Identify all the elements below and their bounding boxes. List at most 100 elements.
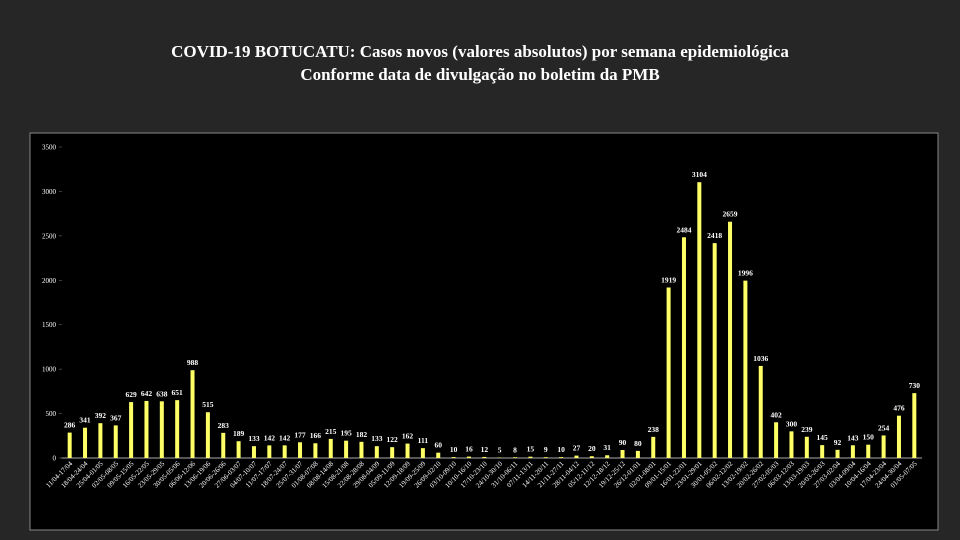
- value-label: 283: [218, 421, 230, 430]
- bar: [390, 447, 395, 458]
- value-label: 10: [450, 445, 458, 454]
- bar: [896, 415, 901, 458]
- bar: [651, 436, 656, 458]
- bar: [666, 287, 671, 458]
- y-tick-label: 1000: [42, 366, 57, 374]
- y-tick-label: 0: [53, 455, 57, 463]
- value-label: 16: [465, 445, 473, 454]
- bar: [482, 456, 487, 458]
- bar: [159, 401, 164, 458]
- value-label: 638: [156, 389, 168, 398]
- value-label: 651: [172, 388, 184, 397]
- bar: [282, 445, 287, 458]
- bar: [589, 456, 594, 458]
- bar: [190, 370, 195, 458]
- value-label: 166: [310, 431, 322, 440]
- chart-title: COVID-19 BOTUCATU: Casos novos (valores …: [171, 42, 789, 61]
- bar: [605, 455, 610, 458]
- bar: [866, 444, 871, 458]
- bar: [251, 446, 256, 458]
- bar: [528, 456, 533, 458]
- bar: [835, 449, 840, 458]
- value-label: 90: [619, 438, 627, 447]
- value-label: 1036: [753, 354, 768, 363]
- bar: [298, 442, 303, 458]
- bar: [697, 182, 702, 458]
- value-label: 177: [294, 430, 306, 439]
- bar: [635, 450, 640, 458]
- y-tick-label: 3500: [42, 144, 57, 152]
- value-label: 215: [325, 427, 337, 436]
- bar: [113, 425, 118, 458]
- bar: [205, 412, 210, 458]
- y-tick-label: 500: [46, 410, 57, 418]
- value-label: 10: [557, 445, 565, 454]
- bar: [620, 450, 625, 458]
- value-label: 300: [786, 419, 798, 428]
- value-label: 143: [847, 433, 859, 442]
- value-label: 1919: [661, 275, 676, 284]
- value-label: 2418: [707, 231, 722, 240]
- value-label: 629: [125, 390, 137, 399]
- value-label: 133: [371, 434, 383, 443]
- value-label: 286: [64, 421, 76, 430]
- value-label: 642: [141, 389, 153, 398]
- bar: [328, 438, 333, 458]
- bar: [543, 457, 548, 458]
- bar: [574, 455, 579, 458]
- bar: [712, 243, 717, 458]
- bar: [466, 456, 471, 458]
- bar: [451, 457, 456, 458]
- bar: [359, 441, 364, 458]
- value-label: 254: [878, 423, 890, 432]
- value-label: 392: [95, 411, 107, 420]
- bar: [758, 365, 763, 458]
- value-label: 80: [634, 439, 642, 448]
- value-label: 238: [648, 425, 660, 434]
- value-label: 2484: [676, 225, 691, 234]
- value-label: 60: [435, 441, 443, 450]
- bar: [374, 446, 379, 458]
- bar: [67, 432, 72, 458]
- bar: [267, 445, 272, 458]
- plot-panel: [29, 132, 939, 531]
- value-label: 1996: [738, 269, 753, 278]
- value-label: 20: [588, 444, 596, 453]
- value-label: 402: [770, 410, 782, 419]
- bar: [420, 448, 425, 458]
- bar: [681, 237, 686, 458]
- bar: [743, 280, 748, 458]
- bar: [129, 402, 134, 458]
- value-label: 27: [573, 444, 581, 453]
- value-label: 142: [279, 433, 291, 442]
- y-tick-label: 2000: [42, 277, 57, 285]
- value-label: 182: [356, 430, 368, 439]
- value-label: 239: [801, 425, 813, 434]
- bar: [789, 431, 794, 458]
- value-label: 988: [187, 358, 199, 367]
- value-label: 367: [110, 413, 122, 422]
- bar: [728, 221, 733, 458]
- bar: [513, 457, 518, 458]
- value-label: 476: [893, 404, 905, 413]
- bar: [804, 436, 809, 458]
- value-label: 2659: [723, 210, 738, 219]
- y-tick-label: 2500: [42, 232, 57, 240]
- value-label: 9: [544, 445, 548, 454]
- bar: [344, 440, 349, 458]
- bar: [236, 441, 241, 458]
- value-label: 3104: [692, 170, 707, 179]
- value-label: 142: [264, 433, 276, 442]
- bar: [559, 457, 564, 458]
- bar: [221, 432, 226, 458]
- value-label: 195: [340, 429, 352, 438]
- bar: [405, 443, 410, 458]
- value-label: 189: [233, 429, 245, 438]
- y-tick-label: 3000: [42, 188, 57, 196]
- bar: [774, 422, 779, 458]
- bar: [175, 400, 180, 458]
- value-label: 5: [498, 446, 502, 455]
- value-label: 31: [603, 443, 611, 452]
